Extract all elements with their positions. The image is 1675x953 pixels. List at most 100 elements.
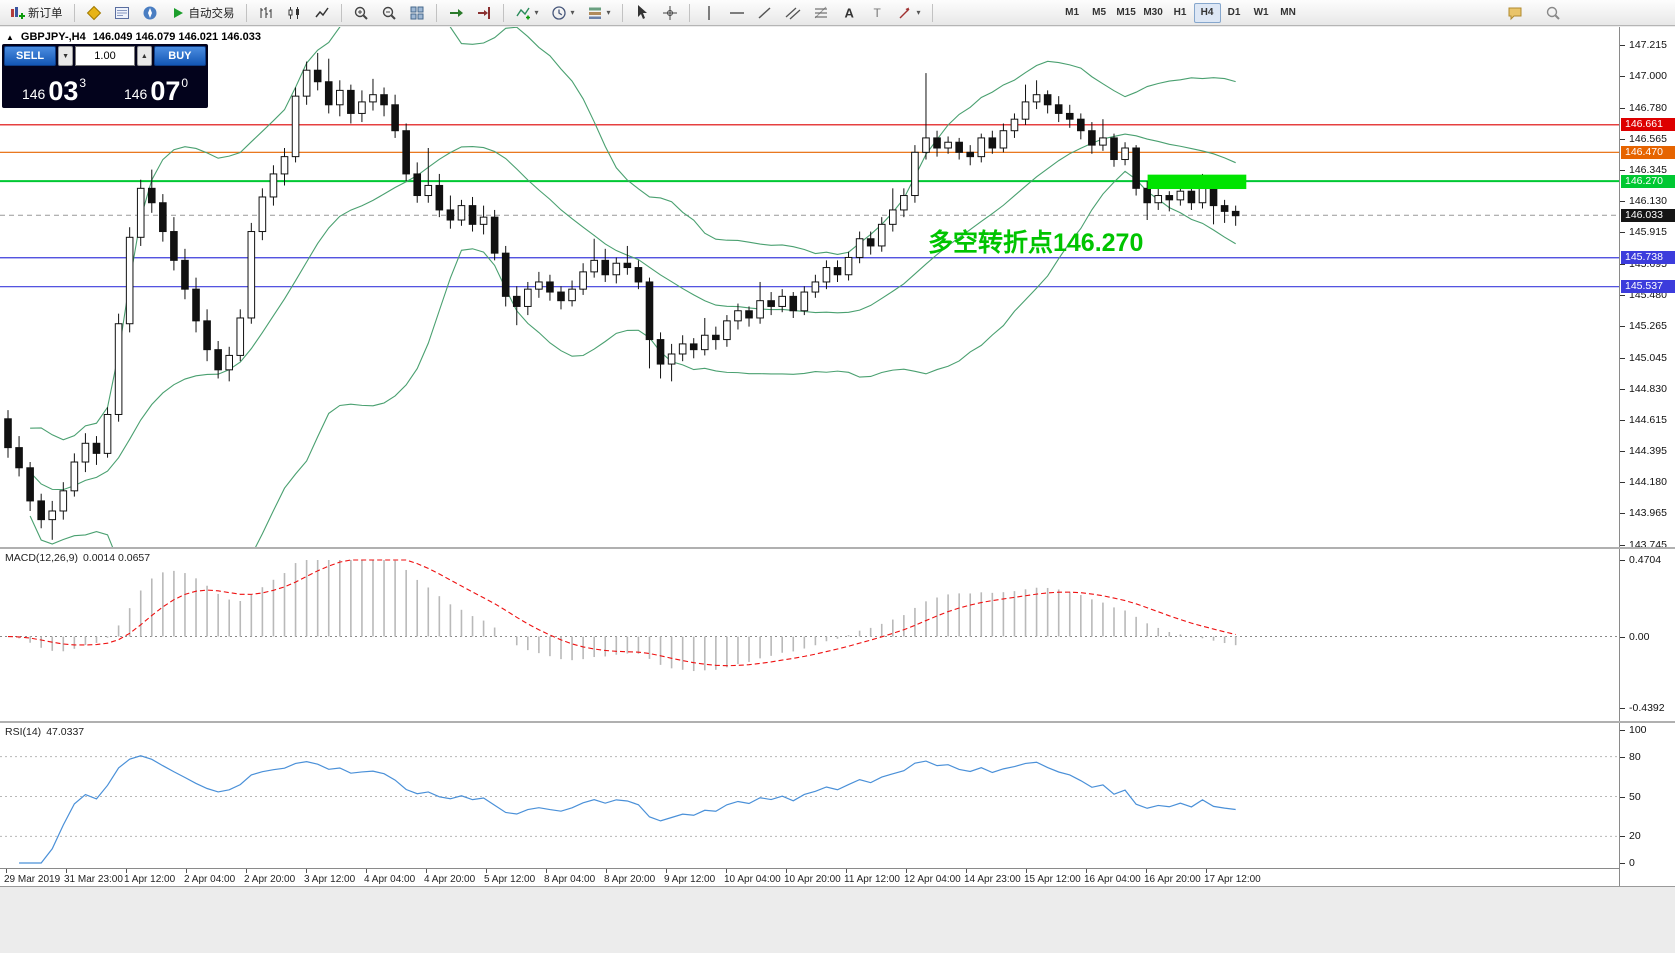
macd-tick bbox=[1620, 560, 1625, 561]
text-tool-button[interactable]: A bbox=[836, 2, 862, 24]
candle-body bbox=[789, 295, 798, 312]
sell-price-display[interactable]: 146 03 3 bbox=[4, 68, 104, 106]
market-watch-button[interactable] bbox=[81, 2, 107, 24]
new-order-button[interactable]: 新订单 bbox=[4, 2, 68, 24]
price-scale-macd[interactable]: 0.4704 0.00 -0.4392 bbox=[1620, 549, 1675, 721]
buy-button[interactable]: BUY bbox=[153, 46, 206, 66]
templates-caret-icon: ▾ bbox=[606, 8, 611, 17]
price-tick bbox=[1620, 544, 1625, 546]
main-chart-canvas[interactable] bbox=[0, 27, 1620, 547]
timeframe-m1-button[interactable]: M1 bbox=[1059, 3, 1086, 23]
cursor-tool-button[interactable] bbox=[629, 2, 655, 24]
volume-up-button[interactable]: ▲ bbox=[137, 46, 152, 66]
timeframe-w1-button[interactable]: W1 bbox=[1248, 3, 1275, 23]
label-tool-button[interactable]: T bbox=[864, 2, 890, 24]
rsi-canvas[interactable] bbox=[0, 723, 1620, 868]
candle-body bbox=[833, 267, 842, 276]
candlestick-chart-button[interactable] bbox=[281, 2, 307, 24]
volume-input[interactable] bbox=[75, 46, 135, 66]
candle-body bbox=[612, 262, 621, 276]
horizontal-line-tool-button[interactable] bbox=[724, 2, 750, 24]
bar-chart-button[interactable] bbox=[253, 2, 279, 24]
timeframe-h1-button[interactable]: H1 bbox=[1167, 3, 1194, 23]
candle-body bbox=[1121, 147, 1129, 161]
navigator-icon bbox=[143, 6, 156, 19]
price-scale-rsi[interactable]: 100 80 50 20 0 bbox=[1620, 723, 1675, 869]
symbol-period-label: GBPJPY-,H4 bbox=[20, 31, 86, 43]
price-tick bbox=[1620, 294, 1625, 296]
price-tag-146.661: 146.661 bbox=[1621, 118, 1675, 132]
rsi-scale-label: 80 bbox=[1629, 750, 1641, 763]
zoom-out-button[interactable] bbox=[376, 2, 402, 24]
tile-windows-button[interactable] bbox=[404, 2, 430, 24]
time-tick bbox=[966, 869, 967, 873]
crosshair-tool-button[interactable] bbox=[657, 2, 683, 24]
panel-splitter-macd[interactable] bbox=[0, 547, 1675, 549]
volume-down-button[interactable]: ▼ bbox=[58, 46, 73, 66]
price-scale-column[interactable]: 147.215 147.000 146.780 146.565 146.345 146.1… bbox=[1619, 27, 1675, 886]
time-label: 17 Apr 12:00 bbox=[1204, 874, 1261, 885]
candle-body bbox=[767, 300, 775, 307]
candle-body bbox=[723, 320, 731, 341]
vertical-line-tool-button[interactable] bbox=[696, 2, 722, 24]
candle-body bbox=[269, 173, 278, 198]
toolbar-separator bbox=[621, 3, 623, 22]
data-window-button[interactable] bbox=[109, 2, 135, 24]
price-tick bbox=[1620, 482, 1625, 484]
autotrading-button[interactable]: 自动交易 bbox=[165, 2, 240, 24]
macd-scale-label: 0.00 bbox=[1629, 630, 1650, 643]
channel-icon bbox=[785, 7, 800, 19]
svg-text:A: A bbox=[844, 5, 854, 20]
timeframe-m5-button[interactable]: M5 bbox=[1086, 3, 1113, 23]
macd-canvas[interactable] bbox=[0, 549, 1620, 721]
chart-shift-button[interactable] bbox=[471, 2, 497, 24]
macd-tick bbox=[1620, 708, 1625, 709]
highlight-rectangle[interactable] bbox=[1147, 174, 1247, 190]
timeframe-h4-button[interactable]: H4 bbox=[1193, 2, 1221, 23]
timeframe-m30-button[interactable]: M30 bbox=[1140, 3, 1167, 23]
timeframe-m15-button[interactable]: M15 bbox=[1113, 3, 1140, 23]
candle-body bbox=[468, 205, 477, 225]
chat-button[interactable] bbox=[1502, 2, 1528, 24]
candle-body bbox=[689, 343, 698, 351]
auto-scroll-button[interactable] bbox=[443, 2, 469, 24]
line-chart-button[interactable] bbox=[309, 2, 335, 24]
time-label: 3 Apr 12:00 bbox=[304, 874, 356, 885]
shapes-tool-button[interactable]: ▾ bbox=[892, 2, 926, 24]
text-tool-icon: A bbox=[844, 5, 854, 20]
candle-body bbox=[1088, 130, 1096, 146]
trendline-tool-button[interactable] bbox=[752, 2, 778, 24]
indicators-button[interactable]: ▾ bbox=[510, 2, 544, 24]
candle-body bbox=[866, 238, 875, 247]
new-order-icon bbox=[11, 6, 25, 19]
rsi-tick bbox=[1620, 730, 1625, 731]
search-button[interactable] bbox=[1540, 2, 1566, 24]
price-tick bbox=[1620, 357, 1625, 359]
candle-body bbox=[181, 259, 189, 290]
sell-button[interactable]: SELL bbox=[4, 46, 57, 66]
templates-button[interactable]: ▾ bbox=[582, 2, 616, 24]
collapse-one-click-arrow[interactable]: ▲ bbox=[6, 32, 14, 42]
candle-body bbox=[336, 89, 344, 106]
time-axis[interactable]: 29 Mar 2019 31 Mar 23:00 1 Apr 12:00 2 Apr … bbox=[0, 868, 1620, 886]
timeframe-d1-button[interactable]: D1 bbox=[1221, 3, 1248, 23]
chart-annotation[interactable]: 多空转折点146.270 bbox=[928, 223, 1143, 259]
timeframe-mn-button[interactable]: MN bbox=[1275, 3, 1302, 23]
candle-body bbox=[1054, 104, 1063, 114]
rsi-line bbox=[19, 755, 1236, 864]
bollinger-lower bbox=[29, 170, 1236, 547]
periods-button[interactable]: ▾ bbox=[546, 2, 580, 24]
time-label: 12 Apr 04:00 bbox=[904, 874, 961, 885]
fibonacci-tool-button[interactable] bbox=[808, 2, 834, 24]
zoom-in-button[interactable] bbox=[348, 2, 374, 24]
channel-tool-button[interactable] bbox=[780, 2, 806, 24]
time-tick bbox=[186, 869, 187, 873]
price-scale-main[interactable]: 147.215 147.000 146.780 146.565 146.345 146.1… bbox=[1620, 27, 1675, 551]
price-tag-146.470: 146.470 bbox=[1621, 145, 1675, 159]
candle-body bbox=[944, 141, 952, 149]
panel-splitter-rsi[interactable] bbox=[0, 721, 1675, 723]
buy-price-display[interactable]: 146 07 0 bbox=[106, 68, 206, 106]
toolbar-separator bbox=[931, 3, 933, 22]
navigator-button[interactable] bbox=[137, 2, 163, 24]
candle-body bbox=[369, 94, 377, 103]
